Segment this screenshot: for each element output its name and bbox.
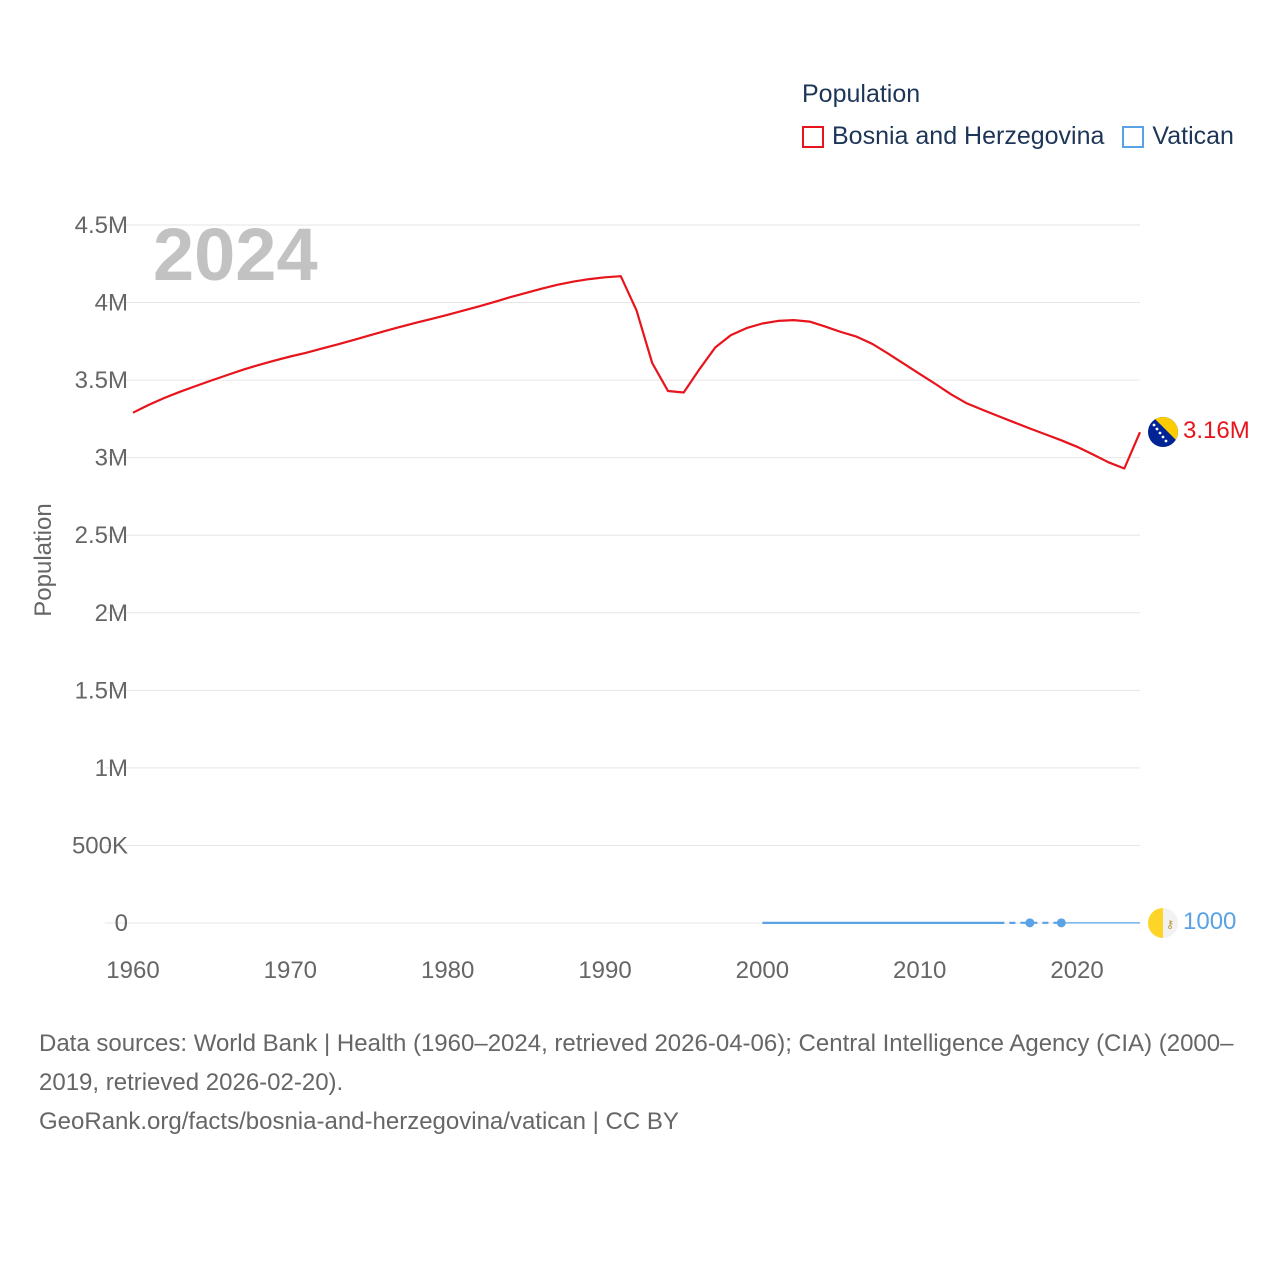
legend-swatch-bosnia — [802, 125, 824, 148]
x-tick-label: 1990 — [578, 957, 631, 984]
x-tick-label: 2010 — [893, 957, 946, 984]
legend-swatch-vatican — [1122, 125, 1145, 148]
y-tick-label: 1.5M — [75, 677, 128, 704]
y-axis-ticks: 0 500K 1M 1.5M 2M 2.5M 3M 3.5M 4M 4.5M — [72, 212, 128, 937]
gridlines — [105, 224, 1140, 924]
series-line-bosnia[interactable] — [132, 275, 1142, 470]
vatican-point-marker[interactable] — [1025, 918, 1035, 928]
x-tick-label: 1960 — [106, 957, 159, 984]
series-group — [132, 275, 1142, 928]
y-tick-label: 4.5M — [75, 212, 128, 239]
y-tick-label: 3.5M — [75, 367, 128, 394]
y-axis-label: Population — [30, 503, 57, 616]
x-tick-label: 2000 — [736, 957, 789, 984]
x-tick-label: 1970 — [264, 957, 317, 984]
footer: Data sources: World Bank | Health (1960–… — [39, 1024, 1249, 1141]
credit-link[interactable]: GeoRank.org/facts/bosnia-and-herzegovina… — [39, 1108, 679, 1135]
svg-text:⚷: ⚷ — [1166, 918, 1174, 931]
y-tick-label: 2.5M — [75, 522, 128, 549]
bosnia-end-value-label: 3.16M — [1183, 417, 1250, 444]
y-tick-label: 0 — [115, 910, 128, 937]
y-tick-label: 3M — [95, 445, 128, 472]
vatican-point-marker[interactable] — [1056, 918, 1066, 928]
year-label: 2024 — [153, 213, 318, 296]
y-tick-label: 2M — [95, 600, 128, 627]
x-axis-ticks: 1960 1970 1980 1990 2000 2010 2020 — [106, 957, 1103, 984]
legend-title: Population — [802, 80, 921, 108]
legend-label-bosnia: Bosnia and Herzegovina — [832, 122, 1105, 150]
y-tick-label: 500K — [72, 832, 128, 859]
legend-item-vatican[interactable]: Vatican — [1122, 122, 1234, 151]
y-tick-label: 1M — [95, 755, 128, 782]
vatican-flag-icon: ⚷ — [1148, 908, 1178, 938]
legend: Bosnia and Herzegovina Vatican — [802, 122, 1234, 151]
vatican-end-value-label: 1000 — [1183, 908, 1236, 935]
legend-item-bosnia[interactable]: Bosnia and Herzegovina — [802, 122, 1104, 151]
data-sources-text: Data sources: World Bank | Health (1960–… — [39, 1030, 1234, 1096]
y-tick-label: 4M — [95, 290, 128, 317]
x-tick-label: 2020 — [1050, 957, 1103, 984]
x-tick-label: 1980 — [421, 957, 474, 984]
legend-label-vatican: Vatican — [1152, 122, 1234, 150]
bosnia-flag-icon — [1148, 417, 1178, 447]
